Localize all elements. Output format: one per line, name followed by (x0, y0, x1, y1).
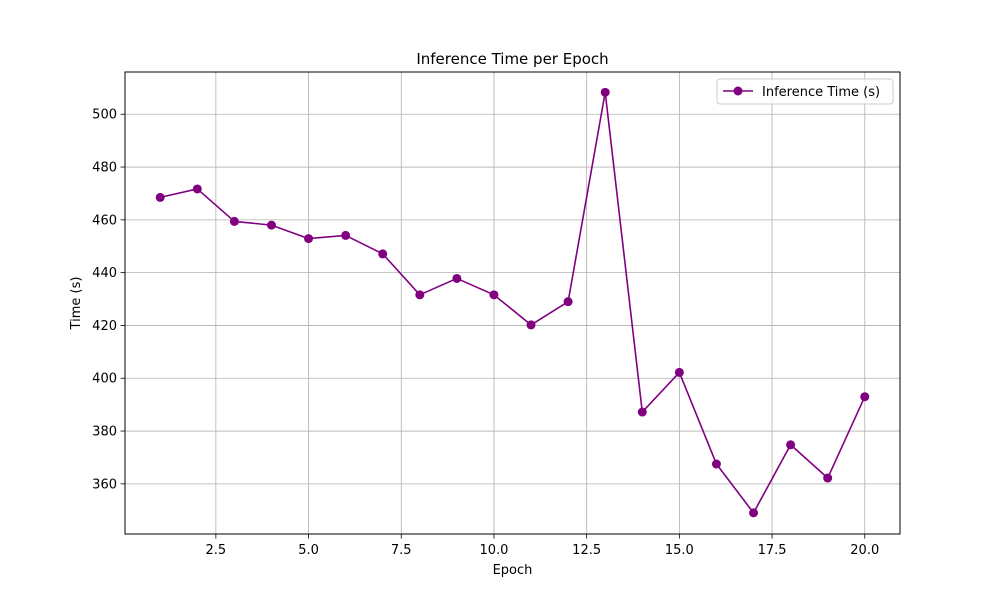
legend: Inference Time (s) (716, 78, 894, 105)
y-tick-label: 380 (92, 425, 117, 440)
x-tick-label: 10.0 (479, 543, 508, 558)
data-point (823, 473, 833, 483)
legend-box (716, 78, 894, 105)
y-tick-label: 460 (92, 213, 117, 228)
data-point (637, 407, 647, 417)
legend-marker-swatch (733, 86, 743, 96)
data-point (378, 249, 388, 259)
y-tick-label: 480 (92, 161, 117, 176)
data-point (674, 367, 684, 377)
data-point (786, 440, 796, 450)
y-tick-label: 500 (92, 108, 117, 123)
y-tick-label: 420 (92, 319, 117, 334)
data-point (860, 392, 870, 402)
x-tick-label: 20.0 (850, 543, 879, 558)
series-layer (155, 87, 870, 518)
grid (125, 72, 900, 534)
legend-label: Inference Time (s) (762, 85, 880, 100)
data-point (563, 297, 573, 307)
data-point (489, 290, 499, 300)
data-point (711, 459, 721, 469)
data-point (526, 320, 536, 330)
data-point (749, 508, 759, 518)
y-tick-label: 400 (92, 372, 117, 387)
data-point (341, 230, 351, 240)
data-point (452, 273, 462, 283)
y-tick-label: 360 (92, 477, 117, 492)
data-point (192, 184, 202, 194)
data-point (304, 234, 314, 244)
x-tick-label: 7.5 (391, 543, 412, 558)
data-point (155, 192, 165, 202)
y-axis-label: Time (s) (69, 277, 84, 331)
y-tick-label: 440 (92, 266, 117, 281)
data-point (415, 290, 425, 300)
x-tick-label: 17.5 (758, 543, 787, 558)
x-axis-label: Epoch (493, 563, 533, 578)
series-line (160, 91, 866, 514)
x-tick-label: 12.5 (572, 543, 601, 558)
chart-title: Inference Time per Epoch (416, 50, 608, 68)
x-tick-label: 5.0 (298, 543, 319, 558)
x-tick-label: 2.5 (206, 543, 227, 558)
plot-frame (124, 71, 901, 535)
x-tick-label: 15.0 (665, 543, 694, 558)
data-point (229, 216, 239, 226)
data-point (600, 87, 610, 97)
ticks: 2.5 5.0 7.5 10.0 12.5 15.0 17.5 20.0 360 380 400 42… (92, 108, 879, 558)
data-point (266, 220, 276, 230)
